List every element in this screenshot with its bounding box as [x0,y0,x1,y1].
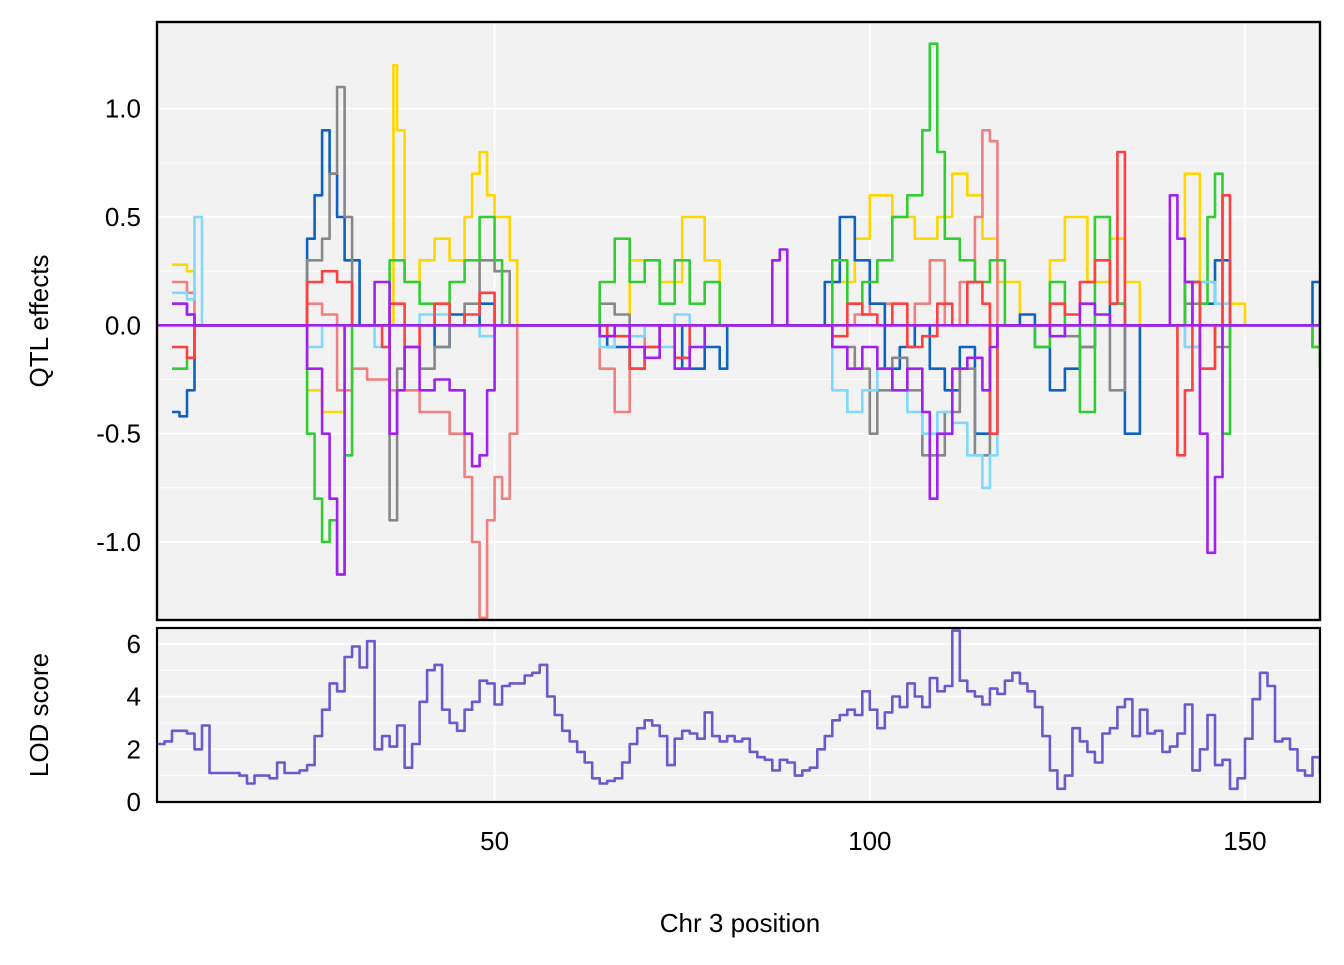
y-tick-label: 2 [127,734,141,764]
y-tick-label: 1.0 [105,94,141,124]
series-group [157,629,1320,791]
x-tick-label: 150 [1223,826,1266,856]
y-axis-label-lod: LOD score [24,653,54,777]
plot-frame [155,20,1322,622]
y-tick-label: 4 [127,682,141,712]
y-axis-label-effects: QTL effects [24,255,54,388]
series-line-7 [172,194,1320,576]
y-tick-label: 0 [127,787,141,817]
plot-background [157,22,1320,620]
lod-panel: 0 2 4 6 50 100 150 [127,626,1322,856]
x-axis-label: Chr 3 position [660,908,820,938]
y-tick-label: -0.5 [96,419,141,449]
plot-frame [155,626,1322,804]
y-tick-label: 0.5 [105,202,141,232]
effects-panel: -1.0 -0.5 0.0 0.5 1.0 [96,20,1322,622]
x-tick-label: 100 [848,826,891,856]
y-tick-label: 0.0 [105,310,141,340]
series-group [157,42,1320,620]
y-tick-label: -1.0 [96,527,141,557]
x-tick-label: 50 [480,826,509,856]
y-tick-label: 6 [127,629,141,659]
series-line-0 [157,629,1320,791]
